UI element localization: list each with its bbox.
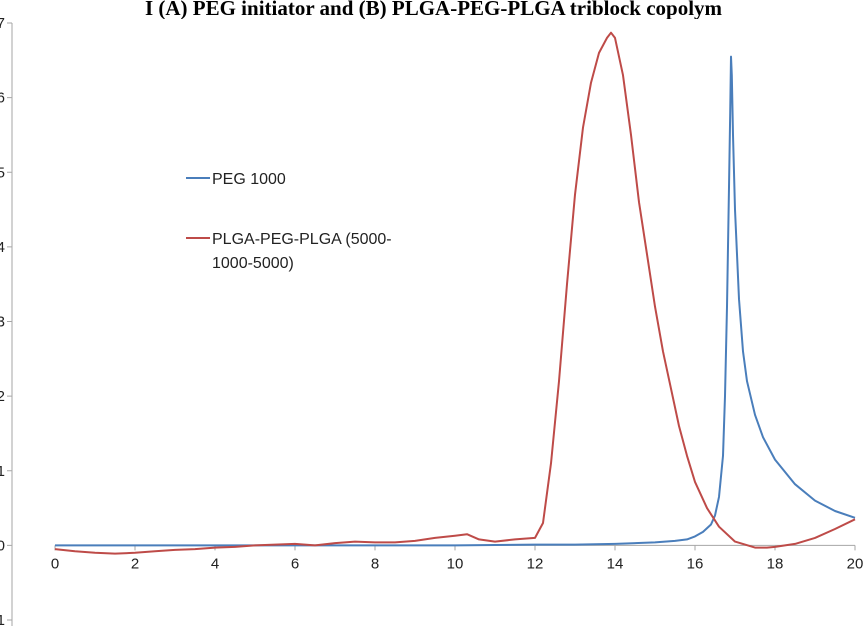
- series-layer: [54, 31, 856, 555]
- y-tick-label: -1: [0, 612, 5, 628]
- legend-label-1: PEG 1000: [212, 171, 286, 188]
- y-tick-label: 1: [0, 463, 5, 480]
- y-tick-label: 4: [0, 239, 5, 256]
- y-tick-label: 2: [0, 388, 5, 405]
- x-tick-label: 16: [687, 555, 704, 572]
- series-line-1: [55, 55, 856, 547]
- y-tick-label: 3: [0, 314, 5, 331]
- x-tick-label: 8: [371, 555, 379, 572]
- page-title: I (A) PEG initiator and (B) PLGA-PEG-PLG…: [144, 0, 723, 19]
- series-line-2: [54, 31, 856, 555]
- y-tick-label: 0: [0, 537, 5, 554]
- x-tick-label: 18: [767, 555, 784, 572]
- x-tick-label: 12: [527, 555, 544, 572]
- legend-label-2: 1000-5000): [212, 255, 294, 272]
- x-tick-label: 4: [211, 555, 219, 572]
- x-tick-label: 14: [607, 555, 624, 572]
- y-tick-label: 5: [0, 164, 5, 181]
- legend: PEG 1000 PLGA-PEG-PLGA (5000- 1000-5000): [186, 171, 392, 272]
- y-tick-label: 6: [0, 90, 5, 107]
- legend-label-2: PLGA-PEG-PLGA (5000-: [212, 231, 392, 248]
- x-tick-label: 2: [131, 555, 139, 572]
- x-tick-label: 20: [847, 555, 864, 572]
- x-tick-label: 6: [291, 555, 299, 572]
- x-tick-label: 10: [447, 555, 464, 572]
- y-tick-label: 7: [0, 15, 5, 32]
- x-tick-label: 0: [51, 555, 59, 572]
